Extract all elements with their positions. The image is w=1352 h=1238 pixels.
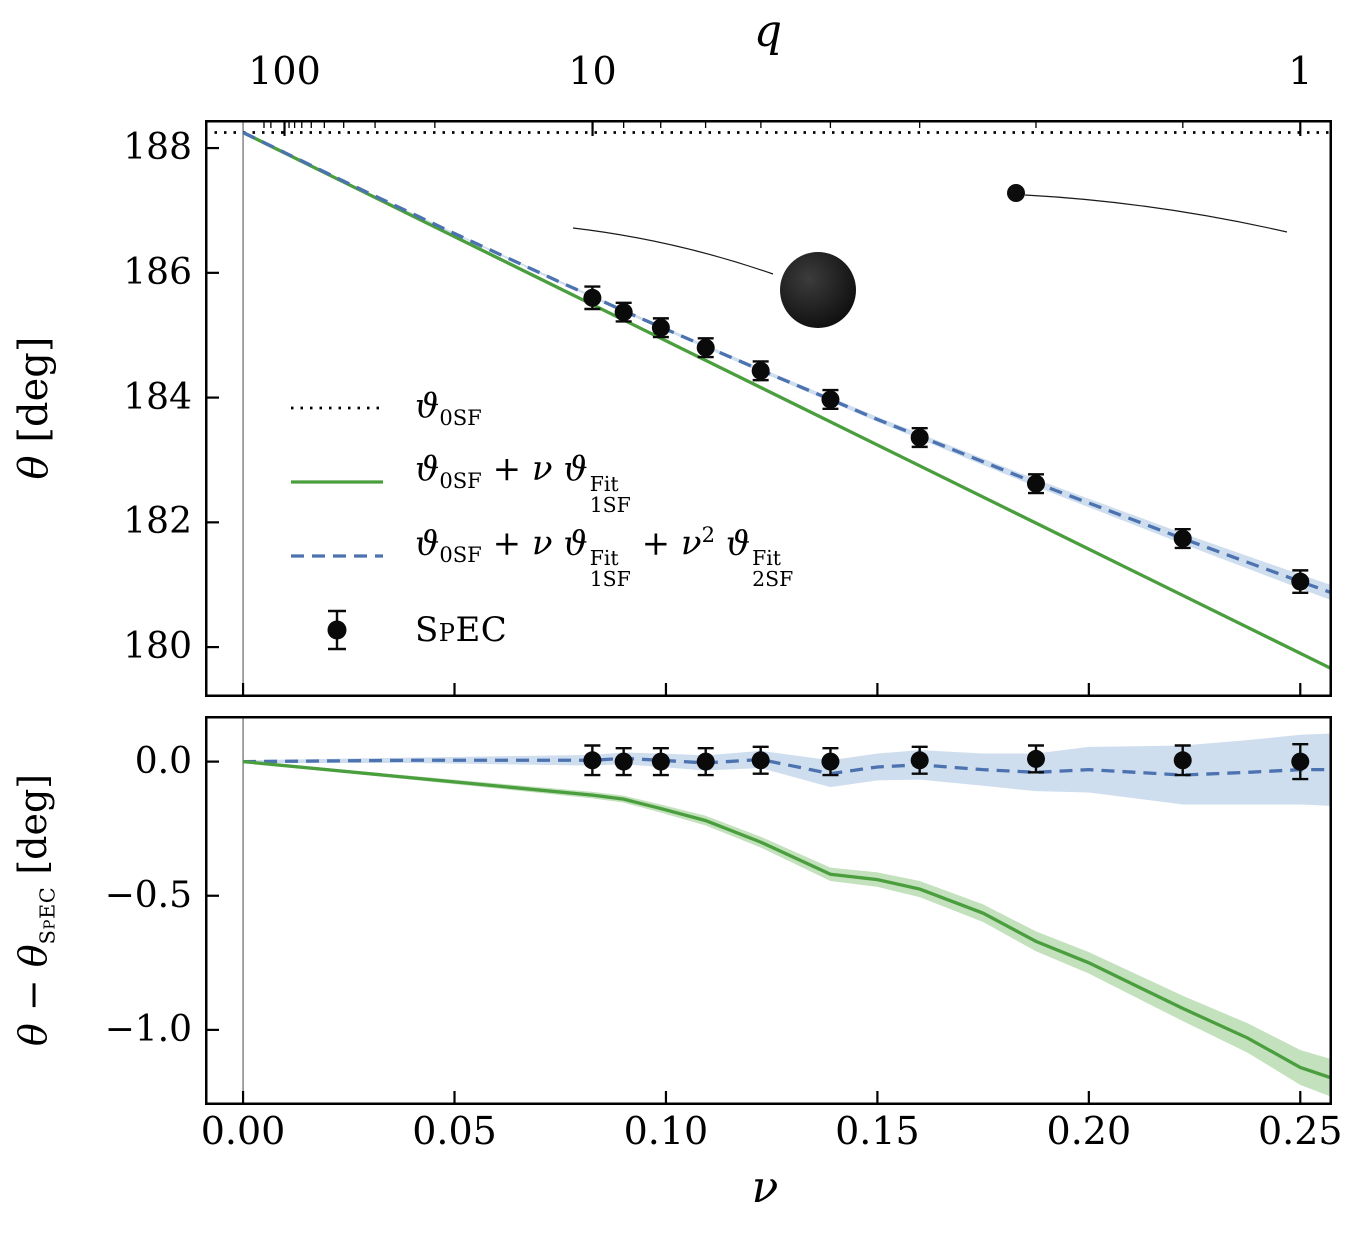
small-black-hole-icon (1007, 184, 1025, 202)
spec-point (910, 751, 929, 770)
trajectory-line-large (572, 227, 774, 275)
top-y-tick-label: 182 (123, 501, 192, 543)
x-tick-label: 0.15 (835, 1109, 920, 1153)
spec-point (910, 428, 929, 447)
spec-point (1026, 474, 1045, 493)
legend-entry-spec: SpEC (287, 608, 793, 652)
spec-data-points (583, 285, 1310, 595)
spec-point (651, 752, 670, 771)
spec-point (1291, 752, 1310, 771)
spec-point (614, 303, 633, 322)
top-y-tick-label: 188 (123, 127, 192, 169)
bottom-panel-plot (205, 716, 1332, 1105)
residual-2SF-band (243, 733, 1332, 806)
spec-data-points (583, 742, 1310, 781)
panel-frame (205, 120, 1332, 697)
legend: ϑ0SF ϑ0SF + ν ϑ Fit 1SF ϑ0SF + ν ϑ Fit 1SF +… (287, 386, 793, 652)
spec-point (1173, 751, 1192, 770)
x-tick-label: 0.20 (1046, 1109, 1132, 1153)
x-tick-label: 0.10 (623, 1109, 709, 1153)
spec-point (821, 752, 840, 771)
legend-label-spec: SpEC (415, 610, 508, 650)
spec-point (751, 361, 770, 380)
tick-marks (205, 760, 1302, 1105)
theta-0SF-plus-nu-1SF-line (242, 130, 1332, 671)
residual-1SF-line (242, 759, 1332, 1080)
legend-solid-line-icon (287, 460, 387, 504)
top-panel (205, 120, 1332, 697)
legend-entry-1sf: ϑ0SF + ν ϑ Fit 1SF (287, 449, 793, 515)
legend-dotted-line-icon (287, 386, 387, 430)
bottom-y-tick-label: 0.0 (134, 740, 192, 782)
residual-1SF-band (243, 760, 1332, 1097)
spec-point (583, 288, 602, 307)
bottom-y-axis-label: θ − θSpEC [deg] (11, 773, 60, 1047)
x-tick-label: 0.25 (1257, 1109, 1343, 1153)
spec-point (821, 390, 840, 409)
top-y-axis-label: θ [deg] (11, 336, 57, 480)
black-hole-scattering-cartoon (572, 184, 1288, 328)
q-axis-title: q (753, 6, 783, 57)
q-tick-label: 1 (1288, 49, 1313, 93)
theta-0SF-1SF-2SF-band (243, 132, 1332, 601)
spec-point (651, 318, 670, 337)
bottom-y-tick-label: −0.5 (104, 874, 192, 916)
spec-point (583, 751, 602, 770)
spec-point (696, 338, 715, 357)
legend-errorbar-marker-icon (287, 608, 387, 652)
spec-point (1026, 749, 1045, 768)
legend-label-2sf: ϑ0SF + ν ϑ Fit 1SF + ν2 ϑ Fit 2SF (415, 521, 794, 592)
spec-point (751, 751, 770, 770)
x-tick-label: 0.05 (412, 1109, 497, 1153)
legend-dashed-line-icon (287, 534, 387, 578)
top-y-tick-label: 180 (123, 626, 192, 668)
x-tick-label: 0.00 (200, 1109, 286, 1153)
legend-entry-2sf: ϑ0SF + ν ϑ Fit 1SF + ν2 ϑ Fit 2SF (287, 522, 793, 590)
legend-label-1sf: ϑ0SF + ν ϑ Fit 1SF (415, 448, 631, 517)
spec-point (696, 752, 715, 771)
bottom-panel (205, 716, 1332, 1105)
q-tick-label: 100 (248, 49, 321, 93)
q-tick-label: 10 (568, 49, 617, 93)
residual-2SF-line (243, 756, 1332, 777)
spec-point (1173, 529, 1192, 548)
top-y-tick-label: 186 (123, 251, 192, 293)
spec-point (614, 752, 633, 771)
spec-point (1291, 572, 1310, 591)
legend-entry-0sf: ϑ0SF (287, 386, 793, 430)
trajectory-line-small (1024, 194, 1288, 233)
large-black-hole-icon (780, 252, 856, 328)
panel-frame (205, 716, 1332, 1105)
bottom-y-tick-label: −1.0 (104, 1008, 192, 1050)
top-y-tick-label: 184 (123, 376, 192, 418)
legend-label-0sf: ϑ0SF (415, 386, 482, 430)
top-panel-plot (205, 120, 1332, 697)
nu-axis-title: ν (751, 1162, 779, 1213)
